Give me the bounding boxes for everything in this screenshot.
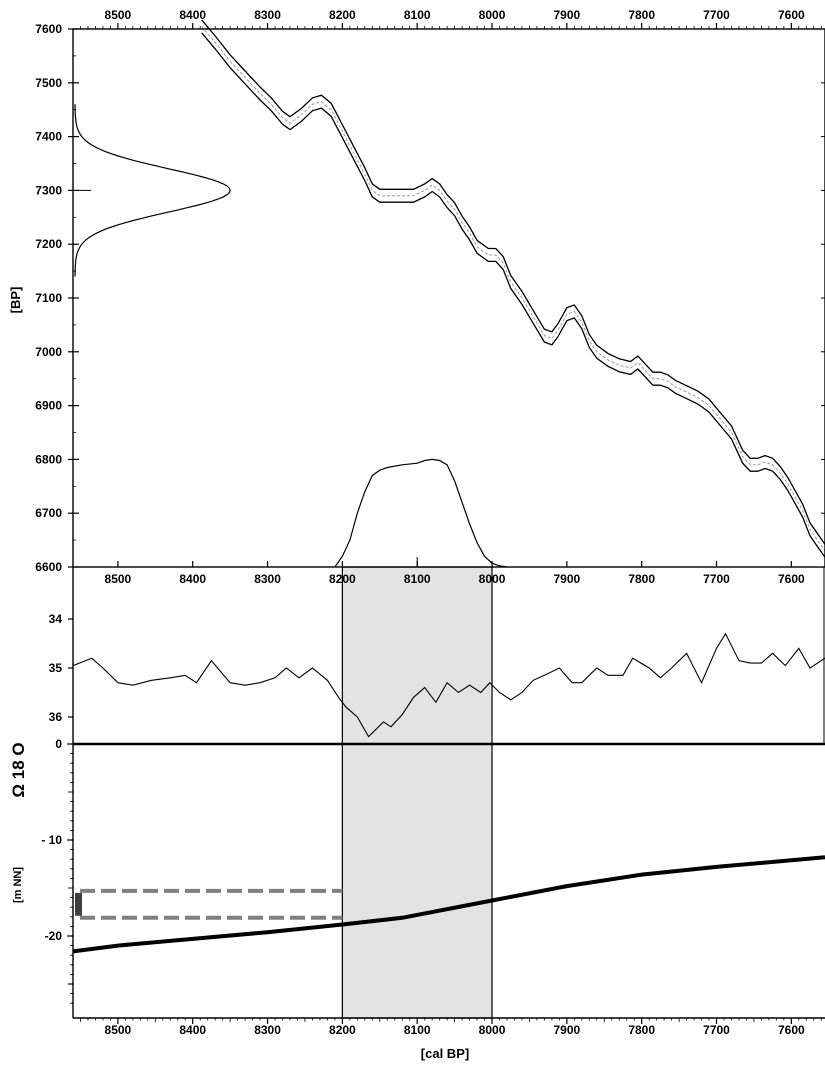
depth-y-tick-label: 0 (55, 737, 62, 751)
isotope-y-tick-label: 36 (49, 710, 63, 724)
isotope-record-line (72, 632, 825, 738)
top-panel-frame (72, 28, 825, 568)
top-x-tick-label: 8200 (329, 8, 356, 22)
mid-x-tick-label: 8300 (254, 572, 281, 586)
highlight-band (341, 566, 493, 1019)
top-x-tick-label: 8500 (105, 8, 132, 22)
bottom-x-tick-label: 8000 (479, 1023, 506, 1037)
top-y-tick-label: 7500 (35, 76, 62, 90)
sea-level-curve (72, 855, 825, 954)
top-y-tick-label: 7600 (35, 22, 62, 36)
top-y-tick-label: 7300 (35, 183, 62, 197)
top-x-tick-label: 8000 (479, 8, 506, 22)
mid-x-tick-label: 7600 (778, 572, 805, 586)
bottom-x-tick-label: 8500 (105, 1023, 132, 1037)
bottom-x-tick-label: 8300 (254, 1023, 281, 1037)
top-x-tick-label: 8400 (179, 8, 206, 22)
bottom-x-tick-label: 7900 (553, 1023, 580, 1037)
depth-y-tick-label: -20 (45, 929, 63, 943)
calibration-curve-center (201, 25, 825, 552)
calibration-curve-lower (201, 32, 825, 558)
calibrated-age-distribution (334, 458, 508, 568)
depth-y-tick-label: - 10 (41, 833, 62, 847)
mid-x-tick-label: 8100 (404, 572, 431, 586)
top-x-tick-label: 7600 (778, 8, 805, 22)
top-x-tick-label: 8100 (404, 8, 431, 22)
isotope-y-tick-label: 35 (49, 661, 63, 675)
top-y-tick-label: 6600 (35, 560, 62, 574)
top-x-tick-label: 7900 (553, 8, 580, 22)
top-y-tick-label: 7000 (35, 345, 62, 359)
radiocarbon-date-distribution (74, 104, 231, 277)
mid-x-tick-label: 8500 (105, 572, 132, 586)
sea-level-range-bar (75, 892, 82, 916)
top-x-tick-label: 7700 (703, 8, 730, 22)
top-y-tick-label: 7100 (35, 291, 62, 305)
mid-x-tick-label: 8000 (479, 572, 506, 586)
bottom-x-tick-label: 8400 (179, 1023, 206, 1037)
top-x-tick-label: 8300 (254, 8, 281, 22)
top-y-tick-label: 7400 (35, 130, 62, 144)
bottom-x-tick-label: 7700 (703, 1023, 730, 1037)
top-y-tick-label: 6800 (35, 452, 62, 466)
mid-x-tick-label: 7700 (703, 572, 730, 586)
bottom-x-tick-label: 8100 (404, 1023, 431, 1037)
top-x-tick-label: 7800 (628, 8, 655, 22)
bottom-x-tick-label: 7600 (778, 1023, 805, 1037)
top-y-tick-label: 7200 (35, 237, 62, 251)
isotope-y-tick-label: 34 (49, 612, 63, 626)
bottom-x-tick-label: 8200 (329, 1023, 356, 1037)
calibration-curve-upper (201, 19, 825, 545)
mid-x-tick-label: 8200 (329, 572, 356, 586)
bottom-x-tick-label: 7800 (628, 1023, 655, 1037)
top-y-tick-label: 6700 (35, 506, 62, 520)
mid-x-tick-label: 7800 (628, 572, 655, 586)
mid-x-tick-label: 7900 (553, 572, 580, 586)
mid-x-tick-label: 8400 (179, 572, 206, 586)
top-y-tick-label: 6900 (35, 399, 62, 413)
